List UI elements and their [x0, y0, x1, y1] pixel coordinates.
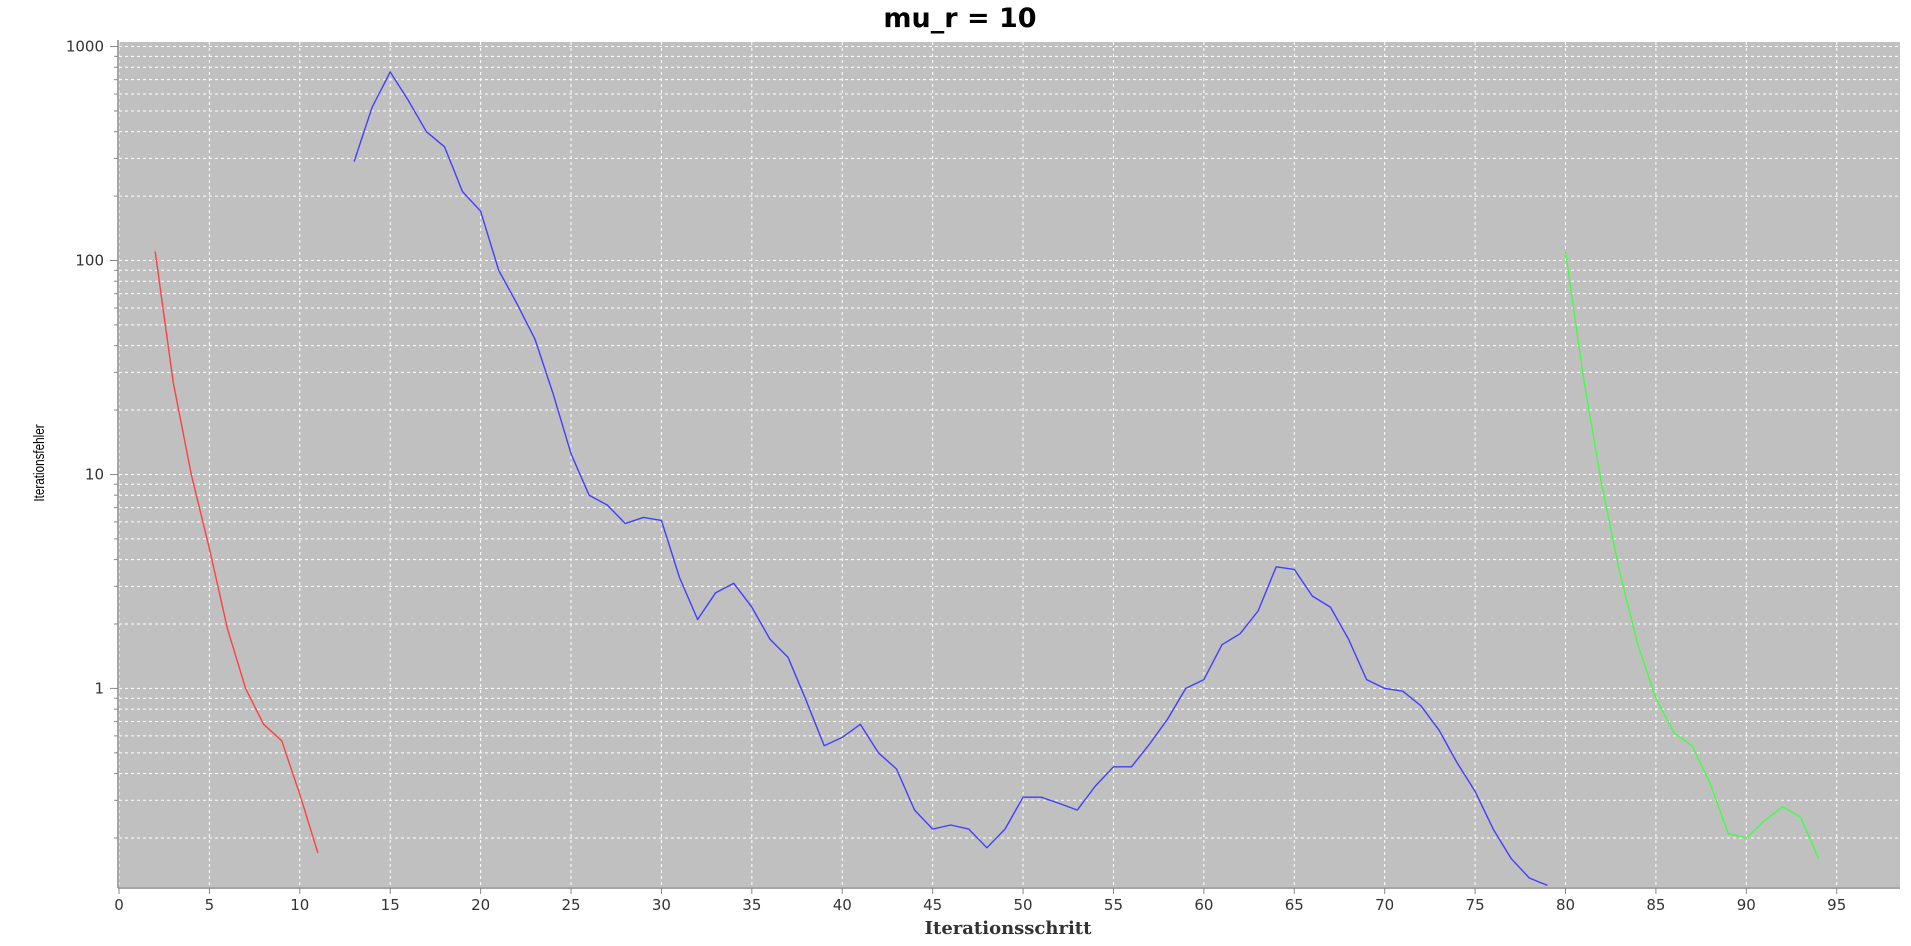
- x-tick-label: 5: [205, 896, 215, 914]
- chart-title: mu_r = 10: [883, 3, 1036, 34]
- x-tick-label: 25: [561, 896, 580, 914]
- x-tick-label: 35: [742, 896, 761, 914]
- y-tick-label: 10: [85, 465, 104, 483]
- x-tick-label: 20: [471, 896, 490, 914]
- y-tick-label: 1: [94, 679, 104, 697]
- x-tick-label: 15: [381, 896, 400, 914]
- axes: 0 5 10 15 20 25 30 35 40 45 50 55 60 65 70 75 80 85 90 95 1 1…: [66, 38, 1846, 914]
- series-layer: [154, 71, 1820, 887]
- x-tick-label: 30: [652, 896, 671, 914]
- x-tick-label: 45: [923, 896, 942, 914]
- x-tick-label: 0: [114, 896, 124, 914]
- x-tick-label: 55: [1104, 896, 1123, 914]
- x-tick-label: 10: [290, 896, 309, 914]
- x-tick-label: 85: [1646, 896, 1665, 914]
- x-tick-label: 50: [1014, 896, 1033, 914]
- x-tick-label: 60: [1194, 896, 1213, 914]
- x-tick-label: 70: [1375, 896, 1394, 914]
- y-axis-label: Iterationsfehler: [31, 424, 48, 502]
- y-tick-label: 1000: [66, 38, 104, 56]
- y-tick-label: 100: [75, 251, 104, 269]
- series-line-1: [154, 251, 319, 854]
- x-tick-label: 90: [1737, 896, 1756, 914]
- x-tick-label: 75: [1466, 896, 1485, 914]
- x-tick-label: 80: [1556, 896, 1575, 914]
- x-tick-label: 95: [1827, 896, 1846, 914]
- x-tick-label: 40: [833, 896, 852, 914]
- series-line-3: [1564, 251, 1820, 859]
- grid: [118, 42, 1900, 887]
- series-line-2: [353, 71, 1548, 887]
- x-axis-label: Iterationsschritt: [925, 918, 1093, 939]
- x-tick-label: 65: [1285, 896, 1304, 914]
- plot-area: [119, 42, 1900, 887]
